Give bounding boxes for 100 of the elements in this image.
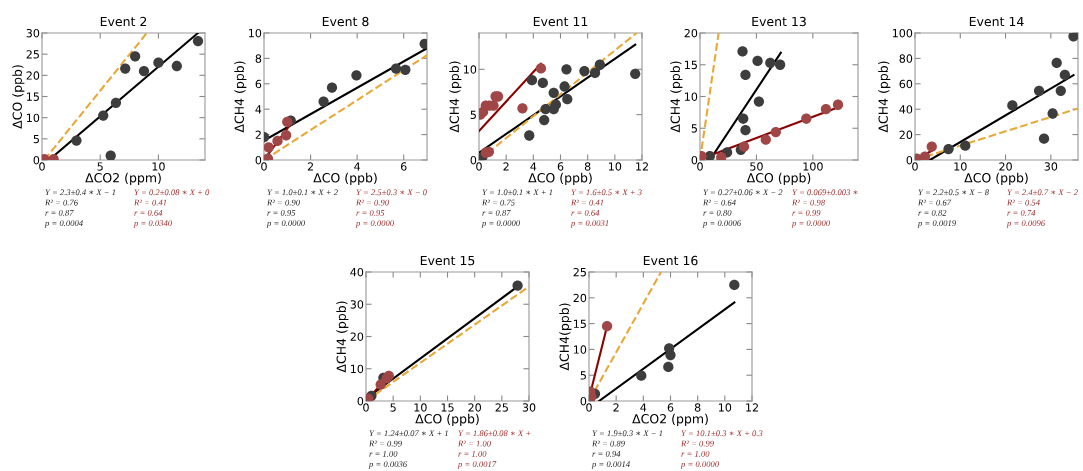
y-tick-label: 15	[685, 60, 697, 70]
x-tick-label: 2	[307, 162, 313, 171]
y-tick-label: 100	[892, 28, 913, 38]
chart-title: Event 8	[322, 16, 369, 27]
text: R² = 0.76	[44, 199, 78, 206]
x-tick-label: 6	[667, 403, 674, 412]
x-tick-label: 12	[636, 162, 648, 171]
text: Y = 0.2±0.08 ∗ X + 0	[134, 189, 210, 196]
text: R² = 0.41	[570, 199, 604, 206]
x-tick-label: 30	[522, 403, 536, 412]
text: Y = 1.9±0.3 ∗ X − 1	[592, 430, 663, 437]
x-axis-title: ΔCO (ppb)	[415, 413, 479, 426]
text: R² = 0.90	[355, 199, 389, 206]
text: R² = 0.41	[133, 199, 167, 206]
y-tick-label: 5	[580, 371, 586, 380]
x-axis-title: ΔCO (ppb)	[964, 172, 1028, 185]
text: Y = 1.24±0.07 ∗ X + 1	[369, 430, 448, 437]
text: p = 0.0031	[570, 220, 609, 228]
text: R² = 0.75	[481, 199, 515, 206]
chart-title: Event 16	[643, 255, 698, 266]
y-axis-title: ΔCH4(ppb)	[559, 303, 572, 371]
x-tick-label: 12	[746, 403, 758, 412]
x-tick-label: 4	[530, 162, 537, 171]
text: R² = 0.90	[266, 199, 300, 206]
y-tick-label: 10	[351, 364, 364, 374]
x-tick-label: 15	[441, 403, 454, 412]
text: r = 0.87	[45, 209, 74, 216]
text: R² = 0.99	[680, 440, 714, 447]
y-tick-label: 15	[574, 319, 586, 328]
y-tick-label: 10	[574, 345, 587, 354]
text: R² = 0.99	[368, 440, 402, 447]
x-tick-label: 10	[954, 162, 967, 171]
x-tick-label: 4	[640, 403, 647, 412]
y-tick-label: 10	[249, 28, 262, 38]
y-axis-title: ΔCH4 (ppb)	[234, 61, 247, 133]
x-tick-label: 50	[750, 162, 763, 171]
x-tick-label: 30	[1044, 162, 1058, 171]
text: r = 0.64	[134, 209, 163, 216]
text: p = 0.0014	[591, 461, 630, 469]
x-axis-title: ΔCO (ppb)	[313, 172, 377, 185]
y-tick-label: 10	[464, 65, 477, 74]
x-tick-label: 2	[503, 162, 509, 171]
text: r = 0.64	[571, 209, 600, 216]
chart-title: Event 15	[420, 255, 475, 266]
text: Y = 2.5±0.3 ∗ X − 0	[356, 189, 427, 196]
y-tick-label: 30	[26, 28, 40, 38]
text: p = 0.0006	[702, 220, 742, 228]
text: Y = 0.069±0.003 ∗	[792, 189, 858, 196]
y-tick-label: 20	[684, 28, 698, 38]
y-axis-title: ΔCO (ppb)	[12, 65, 25, 129]
x-tick-label: 20	[999, 162, 1012, 171]
y-tick-label: 6	[255, 79, 262, 89]
y-tick-label: 40	[350, 267, 364, 277]
y-axis-title: ΔCH4 (ppb)	[878, 61, 891, 133]
text: p = 0.0017	[457, 461, 497, 469]
y-tick-label: 25	[573, 267, 586, 277]
x-axis-title: ΔCO (ppb)	[528, 172, 592, 185]
y-tick-label: 5	[470, 110, 476, 120]
y-axis-title: ΔCH4 (ppb)	[336, 301, 349, 373]
text: Y = 2.4±0.7 ∗ X − 2	[1007, 189, 1078, 196]
text: R² = 0.67	[917, 199, 952, 206]
text: R² = 0.54	[1006, 199, 1040, 206]
y-tick-label: 20	[350, 332, 364, 341]
text: p = 0.0036	[368, 461, 408, 469]
text: p = 0.0000	[355, 220, 394, 228]
text: Y = 1.86±0.08 ∗ X +	[458, 430, 531, 437]
text: r = 0.95	[267, 209, 296, 216]
x-tick-label: 100	[803, 162, 823, 171]
text: r = 0.94	[592, 450, 621, 457]
chart-title: Event 11	[533, 16, 588, 27]
x-tick-label: 10	[414, 403, 427, 412]
chart-title: Event 2	[100, 16, 147, 27]
text: p = 0.0340	[133, 220, 172, 228]
x-tick-label: 10	[152, 162, 165, 171]
x-axis-title: ΔCO2 (ppm)	[85, 172, 161, 185]
x-tick-label: 10	[718, 403, 732, 412]
text: r = 0.95	[356, 209, 385, 216]
text: Y = 2.3±0.4 ∗ X − 1	[45, 189, 116, 196]
x-tick-label: 6	[400, 162, 407, 171]
text: r = 1.00	[681, 450, 710, 457]
text: R² = 0.64	[702, 199, 736, 206]
text: R² = 1.00	[457, 440, 491, 447]
text: Y = 10.1±0.3 ∗ X + 0.3	[681, 430, 763, 437]
text: Y = 0.27±0.06 ∗ X − 2	[703, 189, 783, 196]
text: Y = 1.0±0.1 ∗ X + 2	[267, 189, 338, 196]
y-tick-label: 10	[27, 113, 40, 123]
y-tick-label: 60	[899, 79, 913, 89]
text: Y = 1.6±0.5 ∗ X + 3	[571, 189, 642, 196]
text: p = 0.0004	[44, 220, 83, 228]
text: p = 0.0019	[917, 220, 956, 228]
chart-title: Event 13	[752, 16, 806, 27]
text: r = 1.00	[458, 450, 487, 457]
text: Y = 1.0±0.1 ∗ X + 1	[482, 189, 553, 196]
y-tick-label: 15	[27, 92, 39, 101]
x-tick-label: 25	[495, 403, 508, 412]
x-axis-title: ΔCO (ppb)	[746, 172, 811, 185]
x-axis-title: ΔCO2 (ppm)	[632, 413, 708, 426]
y-tick-label: 25	[26, 50, 39, 59]
text: p = 0.0000	[481, 220, 520, 228]
y-tick-label: 20	[573, 293, 587, 303]
